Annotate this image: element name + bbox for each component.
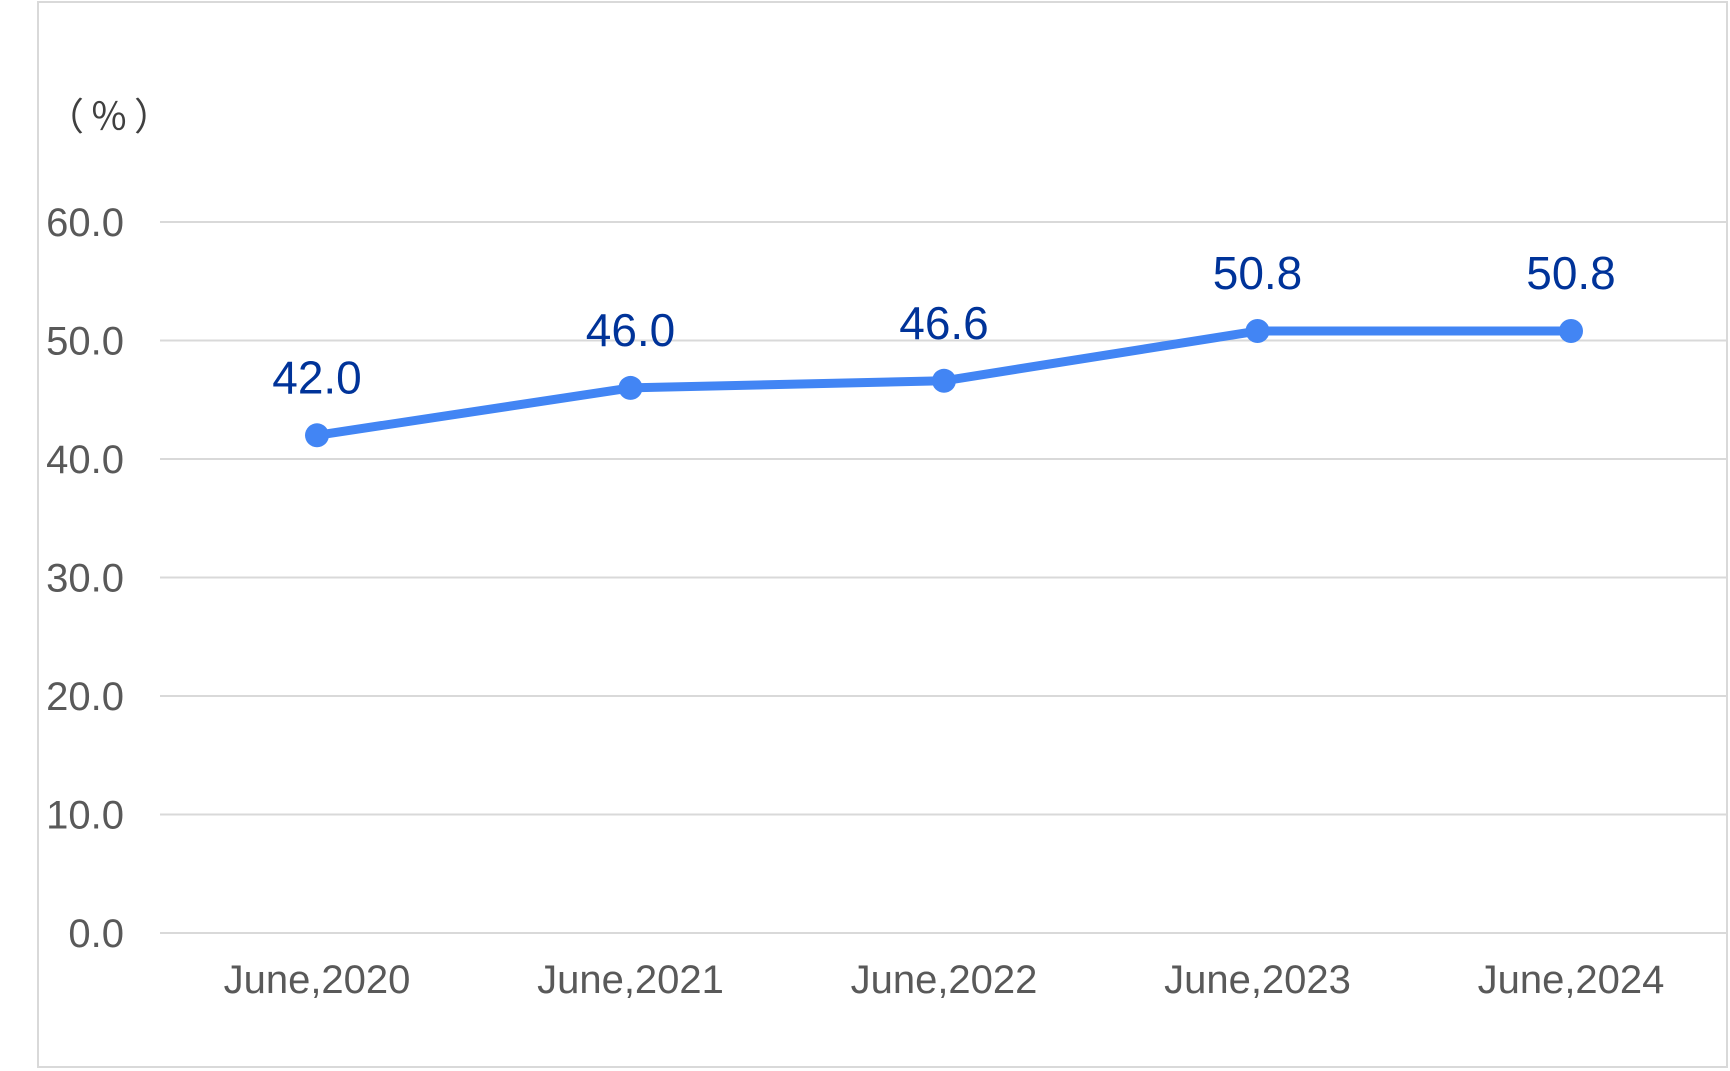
y-tick-label: 40.0 bbox=[46, 438, 124, 482]
data-labels: 42.0 46.0 46.6 50.8 50.8 bbox=[272, 247, 1616, 403]
data-point bbox=[618, 375, 643, 400]
y-unit-label: （％） bbox=[46, 97, 179, 139]
x-tick-label: June,2021 bbox=[537, 958, 724, 1002]
data-label: 50.8 bbox=[1213, 247, 1303, 299]
y-tick-label: 20.0 bbox=[46, 675, 124, 719]
data-label: 50.8 bbox=[1526, 247, 1616, 299]
x-axis-ticks: June,2020 June,2021 June,2022 June,2023 June… bbox=[224, 958, 1665, 1002]
data-points bbox=[305, 319, 1583, 448]
y-tick-label: 60.0 bbox=[46, 201, 124, 245]
y-tick-label: 50.0 bbox=[46, 320, 124, 364]
gridlines bbox=[160, 221, 1726, 934]
data-point bbox=[1245, 319, 1270, 344]
data-point bbox=[932, 368, 956, 393]
data-label: 46.6 bbox=[899, 297, 989, 349]
y-tick-label: 0.0 bbox=[68, 912, 124, 956]
data-point bbox=[305, 423, 329, 448]
x-tick-label: June,2024 bbox=[1478, 958, 1665, 1002]
data-label: 42.0 bbox=[272, 351, 362, 403]
y-tick-label: 30.0 bbox=[46, 557, 124, 601]
x-tick-label: June,2023 bbox=[1164, 958, 1351, 1002]
y-tick-label: 10.0 bbox=[46, 794, 124, 838]
y-axis-ticks: 0.0 10.0 20.0 30.0 40.0 50.0 60.0 bbox=[46, 201, 124, 956]
x-tick-label: June,2020 bbox=[224, 958, 411, 1002]
data-label: 46.0 bbox=[586, 304, 676, 356]
chart-frame bbox=[37, 1, 1728, 1068]
data-point bbox=[1559, 319, 1583, 344]
x-tick-label: June,2022 bbox=[851, 958, 1038, 1002]
